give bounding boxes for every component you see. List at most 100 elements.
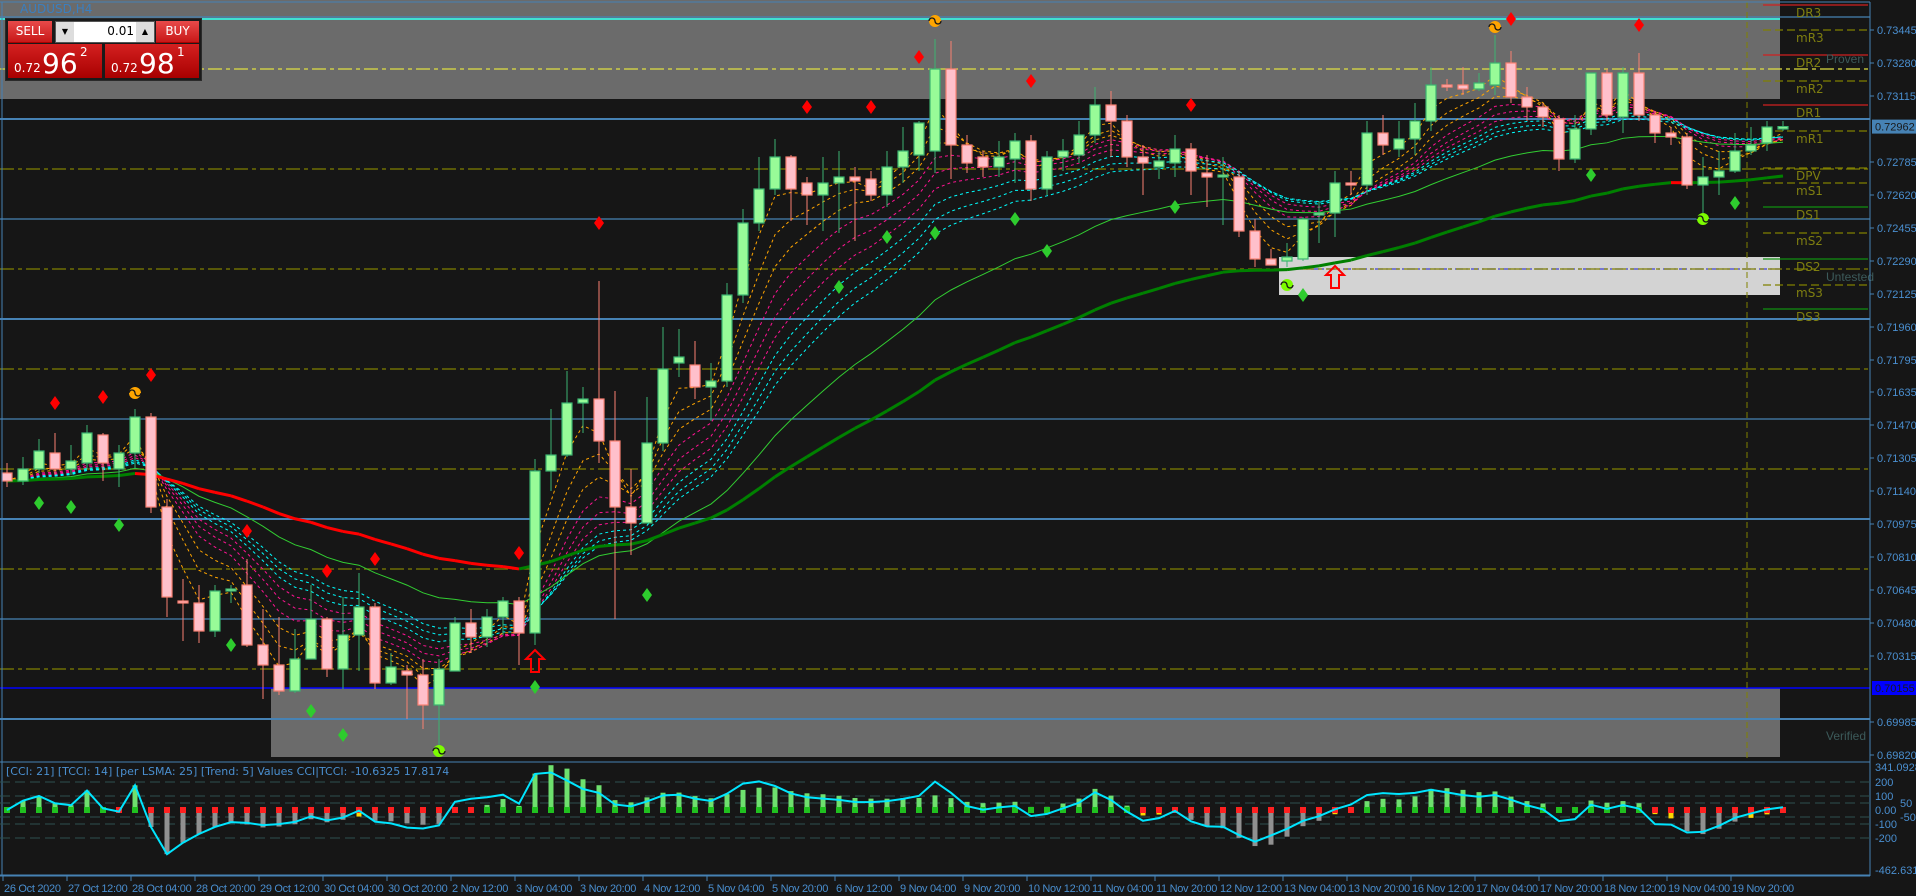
time-tick-label: 19 Nov 04:00	[1668, 883, 1730, 895]
candle	[1601, 69, 1613, 121]
cci-histogram-bar	[1060, 803, 1066, 810]
buy-signal-diamond-icon	[34, 496, 44, 510]
ema-slow-segment	[1574, 194, 1592, 203]
ema-slow-segment	[790, 455, 808, 468]
cci-histogram-bar	[356, 810, 362, 817]
candle	[1761, 121, 1773, 151]
time-tick-label: 11 Nov 20:00	[1156, 883, 1217, 895]
candle	[897, 127, 909, 183]
candle	[129, 409, 141, 469]
candle-body	[481, 616, 493, 638]
indicator-axis-label: 341.0928	[1875, 762, 1916, 774]
buy-button[interactable]: BUY	[156, 21, 199, 43]
sell-button[interactable]: SELL	[8, 21, 52, 43]
time-tick-label: 2 Nov 12:00	[452, 883, 508, 895]
candle-body	[961, 144, 973, 164]
candle	[1617, 67, 1629, 133]
price-tick-label: 0.71305	[1877, 453, 1916, 465]
ema-slow-segment	[1382, 246, 1400, 254]
candle	[1137, 145, 1149, 195]
buy-signal-diamond-icon	[930, 226, 940, 240]
candle-body	[1201, 172, 1213, 178]
candle	[193, 585, 205, 643]
trend-marker	[132, 807, 138, 813]
trend-marker	[596, 807, 602, 813]
candle	[1521, 87, 1533, 121]
cci-histogram-bar	[1444, 788, 1450, 810]
candle	[881, 151, 893, 207]
ask-pipette: 1	[177, 45, 185, 59]
candle	[1313, 201, 1325, 243]
candle-body	[369, 606, 381, 684]
ema-slow-segment	[1446, 225, 1464, 234]
lot-size-input[interactable]	[75, 22, 136, 40]
candle	[113, 445, 125, 487]
candle-body	[497, 600, 509, 618]
trend-marker	[932, 807, 938, 813]
ema-slow-segment	[1174, 277, 1192, 285]
trend-marker	[292, 807, 298, 813]
ema-slow-segment	[774, 465, 792, 479]
candle-body	[1425, 84, 1437, 122]
lot-decrease-button[interactable]: ▼	[56, 22, 74, 42]
candle-body	[449, 622, 461, 672]
trend-marker	[1108, 807, 1114, 813]
ema-thin-line	[6, 136, 1784, 606]
pivot-label-ds3: DS3	[1796, 310, 1821, 324]
yinyang-bottom-icon	[432, 745, 446, 757]
ema-slow-segment	[486, 563, 504, 569]
trend-marker	[724, 807, 730, 813]
lot-increase-button[interactable]: ▲	[136, 22, 154, 42]
candle-body	[1745, 144, 1757, 152]
candle-body	[1681, 136, 1693, 186]
candle-body	[337, 634, 349, 670]
candle-body	[1409, 120, 1421, 140]
trend-marker	[692, 807, 698, 813]
ema-slow-segment	[1110, 296, 1128, 305]
cci-histogram-bar	[1428, 788, 1434, 810]
buy-signal-diamond-icon	[66, 500, 76, 514]
time-tick-label: 12 Nov 12:00	[1220, 883, 1282, 895]
time-tick-label: 10 Nov 12:00	[1028, 883, 1090, 895]
trend-marker	[1268, 807, 1274, 813]
ema-slow-segment	[870, 409, 888, 422]
ribbon-ema-line	[6, 115, 1784, 636]
pivot-label-dpv: DPV	[1796, 169, 1821, 183]
one-click-trading-panel: SELL ▼ ▲ BUY 0.72 96 2 0.72 98 1	[5, 18, 202, 81]
trend-marker	[1044, 807, 1050, 813]
ema-slow-segment	[198, 487, 216, 494]
cci-histogram-bar	[548, 765, 554, 810]
price-tick-label: 0.69820	[1877, 750, 1916, 762]
candle	[801, 177, 813, 225]
bid-price-button[interactable]: 0.72 96 2	[8, 44, 102, 80]
candle-body	[289, 658, 301, 692]
ema-slow-segment	[1206, 270, 1224, 278]
candle-body	[769, 156, 781, 190]
sell-signal-diamond-icon	[98, 390, 108, 404]
trend-marker	[1060, 807, 1066, 813]
candle	[1185, 143, 1197, 195]
candle	[849, 167, 861, 241]
yinyang-top-icon	[128, 387, 142, 399]
candle-body	[1297, 218, 1309, 260]
ema-slow-segment	[1398, 241, 1416, 250]
ask-price-button[interactable]: 0.72 98 1	[105, 44, 199, 80]
trend-marker	[1412, 807, 1418, 813]
cci-histogram-bar	[260, 810, 266, 828]
indicator-axis-label: 0.00	[1875, 805, 1896, 817]
cci-histogram-bar	[420, 810, 426, 825]
candle	[1073, 121, 1085, 163]
trend-marker	[1220, 807, 1226, 813]
candle-body	[1665, 132, 1677, 138]
trend-marker	[948, 807, 954, 813]
candle-body	[977, 156, 989, 168]
candle	[257, 609, 269, 699]
trend-marker	[1140, 807, 1146, 813]
sell-signal-diamond-icon	[1506, 12, 1516, 26]
candle-body	[1249, 230, 1261, 260]
cci-histogram-bar	[1380, 798, 1386, 810]
sell-signal-diamond-icon	[370, 552, 380, 566]
trend-marker	[628, 807, 634, 813]
trend-marker	[788, 807, 794, 813]
